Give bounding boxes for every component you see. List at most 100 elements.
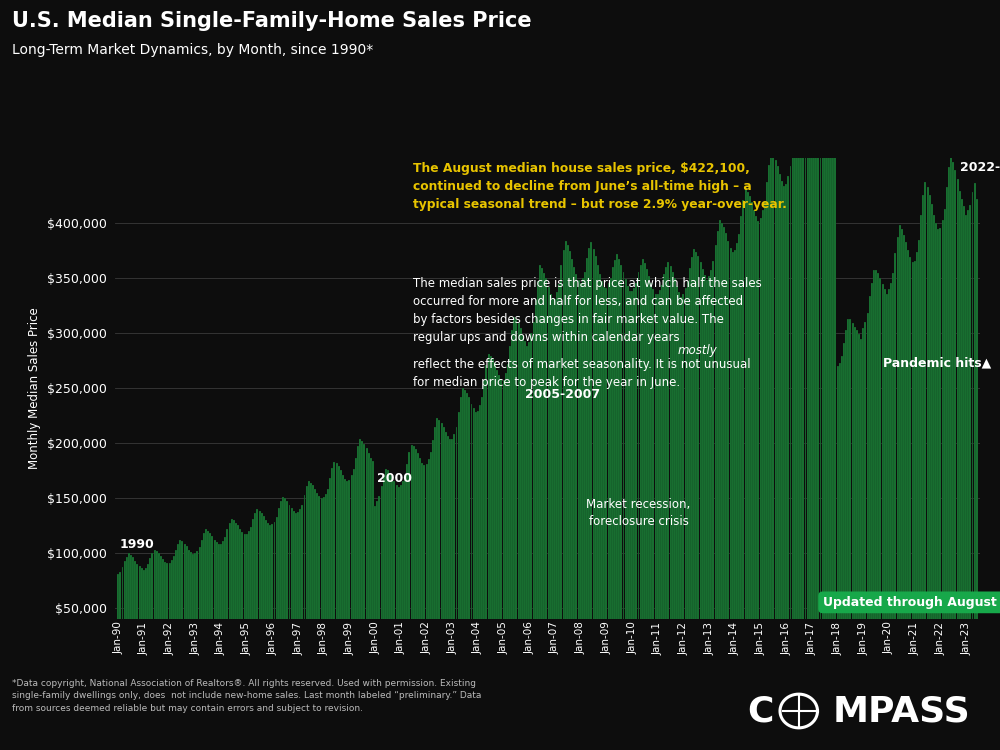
Bar bbox=[456, 427, 457, 663]
Bar bbox=[560, 266, 562, 663]
Bar bbox=[687, 281, 689, 663]
Bar bbox=[415, 449, 417, 663]
Bar bbox=[453, 433, 455, 663]
Bar bbox=[119, 572, 121, 663]
Bar bbox=[601, 281, 603, 663]
Bar bbox=[580, 284, 582, 663]
Bar bbox=[237, 526, 239, 663]
Bar bbox=[691, 257, 693, 663]
Bar bbox=[700, 262, 702, 663]
Bar bbox=[344, 478, 346, 663]
Bar bbox=[856, 330, 858, 663]
Bar bbox=[391, 476, 393, 663]
Bar bbox=[353, 470, 355, 663]
Bar bbox=[697, 256, 699, 663]
Bar bbox=[670, 266, 672, 663]
Bar bbox=[650, 284, 652, 663]
Bar bbox=[229, 523, 231, 663]
Bar bbox=[680, 297, 682, 663]
Bar bbox=[777, 166, 779, 663]
Bar bbox=[124, 561, 126, 663]
Bar bbox=[843, 343, 845, 663]
Bar bbox=[605, 288, 607, 663]
Bar bbox=[181, 542, 183, 663]
Bar bbox=[509, 346, 511, 663]
Bar bbox=[554, 299, 556, 663]
Bar bbox=[293, 512, 295, 663]
Bar bbox=[944, 209, 946, 663]
Text: mostly: mostly bbox=[677, 344, 717, 357]
Bar bbox=[376, 501, 378, 663]
Bar bbox=[269, 525, 271, 663]
Bar bbox=[220, 544, 222, 663]
Bar bbox=[877, 273, 879, 663]
Bar bbox=[875, 270, 877, 663]
Bar bbox=[199, 547, 201, 663]
Bar bbox=[473, 409, 475, 663]
Text: 2000: 2000 bbox=[377, 472, 412, 484]
Bar bbox=[573, 267, 575, 663]
Text: U.S. Median Single-Family-Home Sales Price: U.S. Median Single-Family-Home Sales Pri… bbox=[12, 11, 532, 32]
Bar bbox=[730, 248, 732, 663]
Bar bbox=[894, 253, 896, 663]
Bar bbox=[768, 165, 770, 663]
Bar bbox=[291, 509, 293, 663]
Bar bbox=[445, 432, 447, 663]
Bar bbox=[387, 470, 389, 663]
Text: Market recession,
foreclosure crisis: Market recession, foreclosure crisis bbox=[586, 498, 691, 528]
Bar bbox=[620, 266, 622, 663]
Bar bbox=[616, 254, 618, 663]
Bar bbox=[603, 286, 605, 663]
Bar bbox=[488, 353, 490, 663]
Bar bbox=[434, 427, 436, 663]
Bar bbox=[479, 405, 481, 663]
Bar bbox=[156, 550, 158, 663]
Bar bbox=[490, 356, 492, 663]
Bar bbox=[276, 518, 278, 663]
Bar bbox=[316, 493, 318, 663]
Bar bbox=[732, 253, 734, 663]
Bar bbox=[659, 290, 661, 663]
Bar bbox=[588, 248, 590, 663]
Bar bbox=[132, 557, 134, 663]
Bar bbox=[811, 147, 813, 663]
Bar bbox=[436, 419, 438, 663]
Bar bbox=[796, 114, 798, 663]
Bar bbox=[173, 556, 175, 663]
Bar bbox=[755, 216, 757, 663]
Bar bbox=[824, 77, 826, 663]
Bar bbox=[363, 443, 365, 663]
Bar bbox=[321, 499, 323, 663]
Bar bbox=[537, 280, 539, 663]
Bar bbox=[762, 210, 764, 663]
Bar bbox=[775, 160, 777, 663]
Text: 2005-2007: 2005-2007 bbox=[525, 388, 600, 401]
Bar bbox=[888, 290, 890, 663]
Bar bbox=[903, 235, 905, 663]
Bar bbox=[610, 278, 612, 663]
Text: MPASS: MPASS bbox=[832, 694, 970, 728]
Bar bbox=[667, 262, 669, 663]
Bar bbox=[678, 292, 680, 663]
Text: The August median house sales price, $422,100,
continued to decline from June’s : The August median house sales price, $42… bbox=[413, 162, 787, 211]
Bar bbox=[389, 472, 391, 663]
Bar bbox=[533, 322, 535, 663]
Bar bbox=[920, 215, 922, 663]
Bar bbox=[871, 283, 873, 663]
Bar bbox=[524, 341, 526, 663]
Bar bbox=[629, 291, 631, 663]
Bar bbox=[233, 520, 235, 663]
Bar bbox=[522, 335, 524, 663]
Bar bbox=[503, 380, 505, 663]
Bar bbox=[695, 252, 697, 663]
Bar bbox=[837, 366, 839, 663]
Bar bbox=[963, 206, 965, 663]
Bar bbox=[312, 485, 314, 663]
Bar bbox=[252, 519, 254, 663]
Bar bbox=[513, 316, 515, 663]
Bar bbox=[869, 296, 871, 663]
Bar bbox=[873, 269, 875, 663]
Bar bbox=[740, 216, 742, 663]
Bar bbox=[753, 210, 755, 663]
Bar bbox=[652, 290, 654, 663]
